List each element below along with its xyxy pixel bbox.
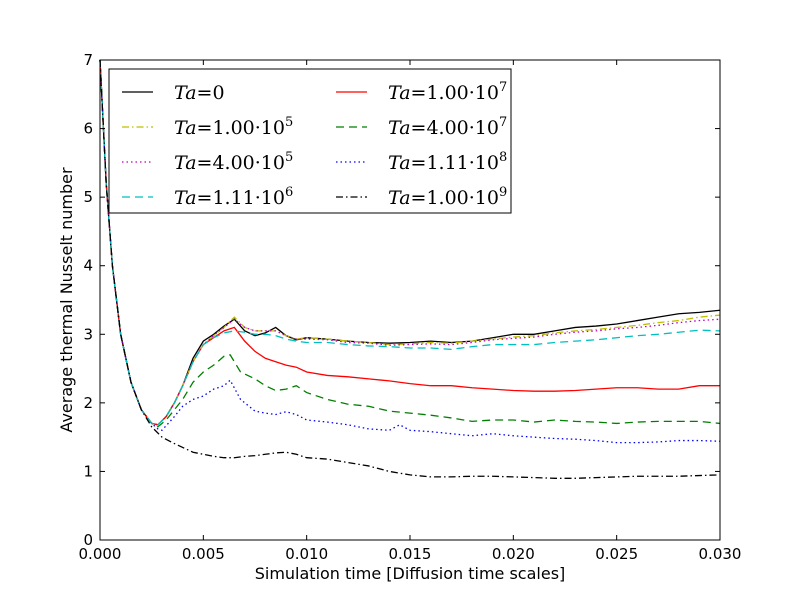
x-tick-label: 0.020 [492,545,535,563]
legend-label: Ta=4.00·105 [174,150,293,174]
legend-label: Ta=0 [174,82,225,104]
series-line-4 [99,59,721,426]
y-axis-label: Average thermal Nusselt number [57,167,76,433]
series-layer [99,59,721,479]
x-tick-label: 0.000 [79,545,122,563]
x-tick-label: 0.005 [182,545,225,563]
x-tick-label: 0.025 [595,545,638,563]
legend-label: Ta=4.00·107 [388,115,507,139]
legend-label: Ta=1.11·108 [388,150,507,174]
y-tick-label: 7 [83,51,93,69]
series-line-7 [99,59,721,479]
y-tick-label: 1 [83,462,93,480]
legend-label: Ta=1.00·109 [388,185,507,209]
ticks-layer: 0.000 0.005 0.010 0.015 0.020 0.025 0.030 0 1 2 3 4… [79,51,742,563]
x-tick-label: 0.010 [285,545,328,563]
series-line-6 [99,59,721,426]
legend: Ta=0 Ta=1.00·107 Ta=1.00·105 Ta=4.00·107 Ta=… [108,68,512,214]
x-axis-label: Simulation time [Diffusion time scales] [255,564,566,583]
y-tick-label: 5 [83,188,93,206]
y-tick-label: 3 [83,325,93,343]
y-tick-label: 0 [83,531,93,549]
y-tick-label: 2 [83,394,93,412]
series-line-3 [99,59,721,428]
legend-label: Ta=1.00·105 [174,115,293,139]
y-tick-label: 6 [83,120,93,138]
x-tick-label: 0.015 [389,545,432,563]
legend-box [108,68,512,214]
y-tick-label: 4 [83,257,93,275]
legend-label: Ta=1.11·106 [174,185,293,209]
legend-label: Ta=1.00·107 [388,80,507,104]
x-tick-label: 0.030 [699,545,742,563]
